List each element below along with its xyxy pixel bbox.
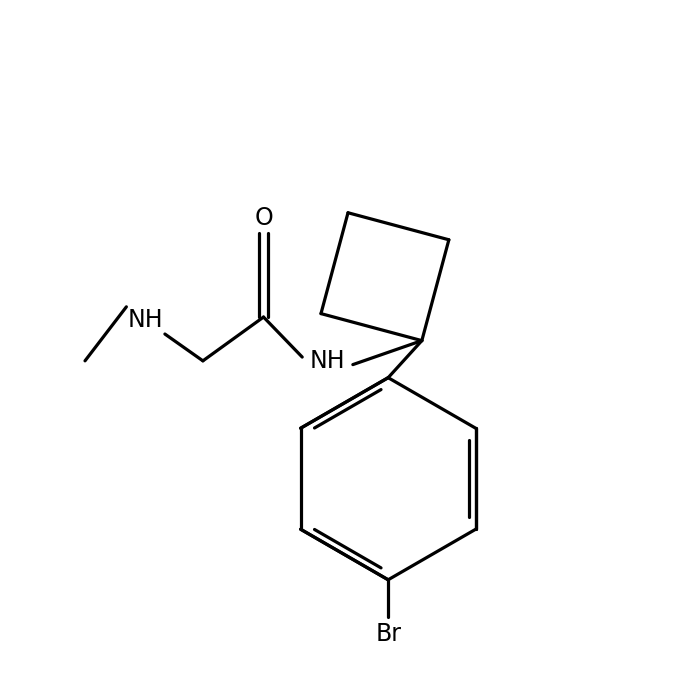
Text: NH: NH: [310, 349, 345, 373]
Text: Br: Br: [375, 622, 401, 646]
Text: NH: NH: [128, 308, 164, 332]
Text: O: O: [254, 206, 273, 230]
